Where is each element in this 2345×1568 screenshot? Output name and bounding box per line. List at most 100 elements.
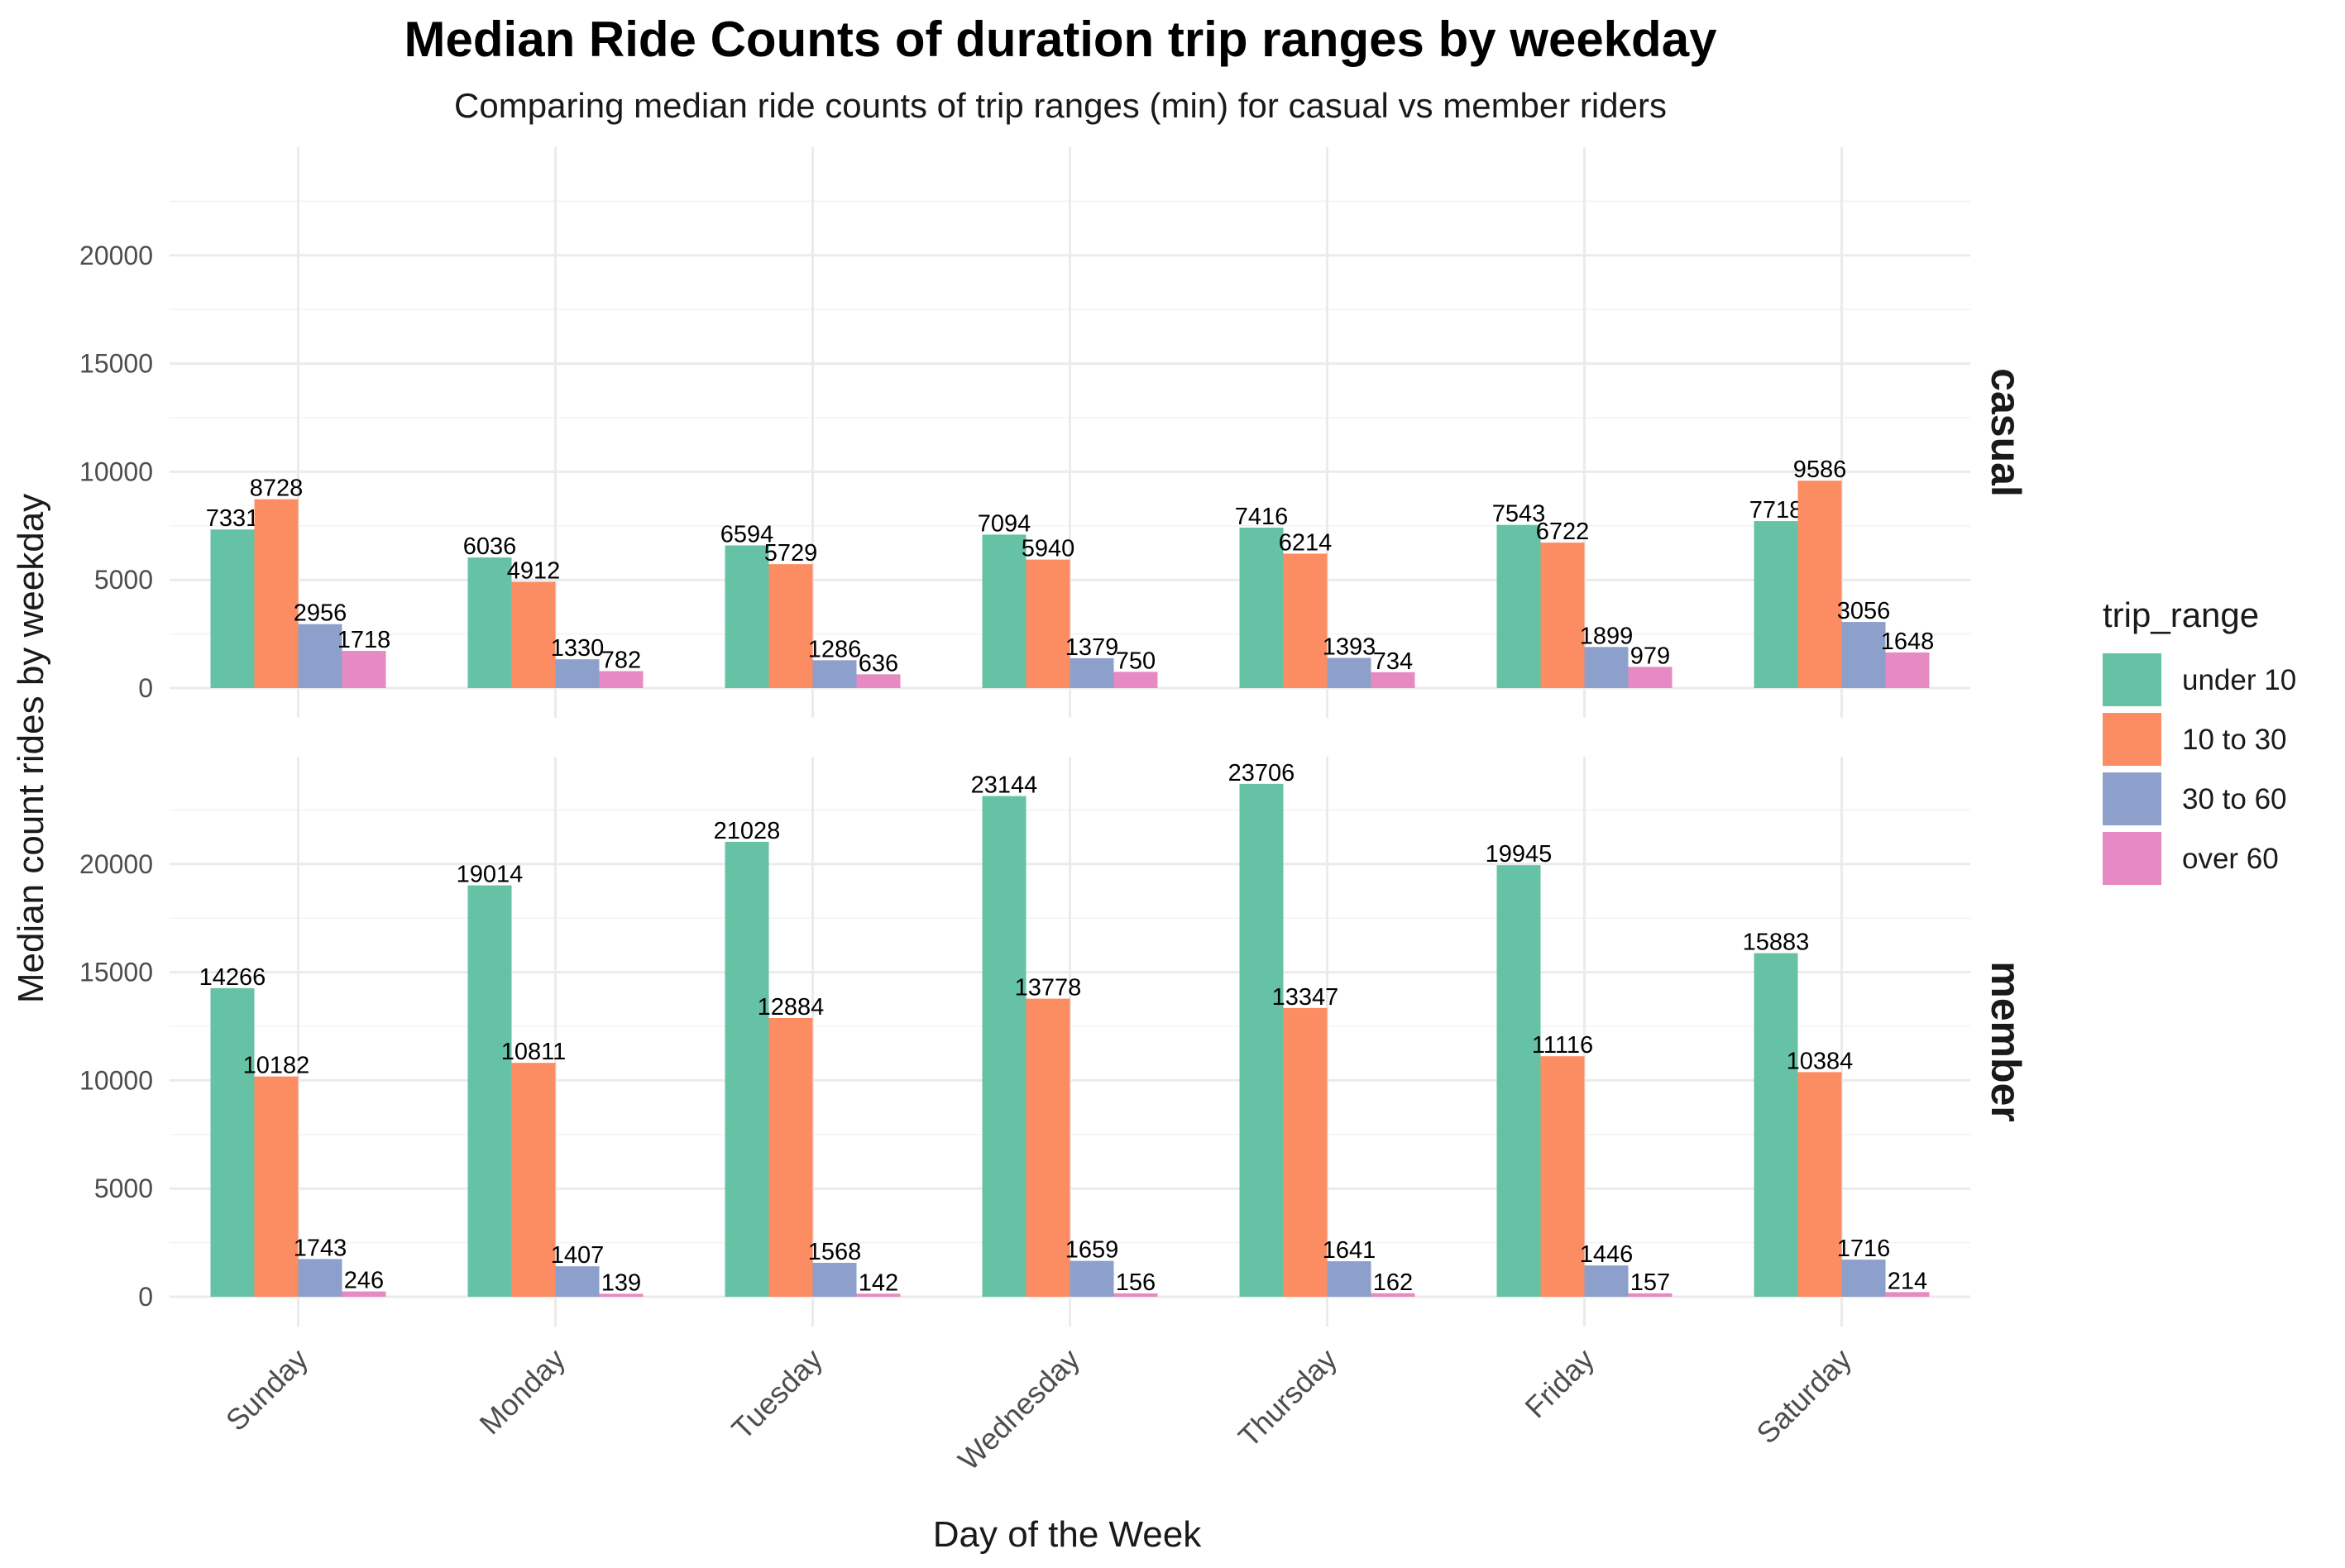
x-tick-label: Saturday bbox=[1749, 1342, 1858, 1451]
bar-value-label: 7331 bbox=[206, 505, 260, 532]
bar-casual-under-10-friday bbox=[1496, 524, 1541, 688]
bar-member-over-60-tuesday bbox=[856, 1293, 901, 1297]
bar-casual-30-to-60-friday bbox=[1584, 647, 1629, 688]
bar-casual-under-10-tuesday bbox=[725, 545, 769, 688]
bar-member-10-to-30-friday bbox=[1540, 1056, 1585, 1297]
bar-value-label: 6036 bbox=[463, 533, 517, 560]
bar-value-label: 2956 bbox=[294, 600, 347, 627]
bar-value-label: 1899 bbox=[1580, 623, 1634, 649]
x-tick-label: Sunday bbox=[219, 1342, 314, 1437]
bar-value-label: 1659 bbox=[1065, 1237, 1119, 1264]
bar-member-10-to-30-tuesday bbox=[768, 1017, 813, 1297]
bar-member-over-60-sunday bbox=[342, 1291, 386, 1297]
y-tick-label: 0 bbox=[138, 1282, 153, 1312]
bar-value-label: 1718 bbox=[337, 627, 391, 653]
bar-member-30-to-60-friday bbox=[1584, 1265, 1629, 1297]
bar-casual-under-10-monday bbox=[467, 557, 512, 688]
bar-value-label: 6722 bbox=[1536, 519, 1590, 545]
x-tick-label: Monday bbox=[473, 1342, 572, 1441]
facet-panels: 0 5000 10000 15000 20000 7331 6036 6594 7094 7416… bbox=[79, 147, 2029, 1477]
bar-value-label: 5940 bbox=[1022, 536, 1075, 562]
legend-title: trip_range bbox=[2103, 595, 2259, 634]
bar-value-label: 1330 bbox=[551, 635, 605, 662]
bar-value-label: 6214 bbox=[1279, 529, 1333, 556]
bar-value-label: 142 bbox=[859, 1269, 898, 1296]
bar-value-label: 12884 bbox=[758, 994, 825, 1021]
bar-casual-over-60-wednesday bbox=[1113, 672, 1158, 688]
bar-value-label: 979 bbox=[1630, 643, 1670, 669]
y-tick-label: 20000 bbox=[79, 241, 153, 270]
bar-casual-over-60-monday bbox=[599, 671, 644, 688]
bar-value-label: 21028 bbox=[714, 818, 781, 844]
bar-casual-over-60-friday bbox=[1628, 667, 1673, 688]
bar-value-label: 10384 bbox=[1787, 1048, 1854, 1074]
bar-value-label: 7094 bbox=[978, 510, 1031, 537]
bar-casual-30-to-60-thursday bbox=[1327, 657, 1371, 688]
chart-title: Median Ride Counts of duration trip rang… bbox=[404, 12, 1718, 67]
x-tick-label: Thursday bbox=[1232, 1342, 1343, 1454]
bar-casual-30-to-60-sunday bbox=[298, 624, 342, 688]
bar-value-label: 1393 bbox=[1323, 634, 1376, 661]
bar-value-label: 1446 bbox=[1580, 1241, 1634, 1268]
bar-value-label: 11116 bbox=[1532, 1032, 1593, 1059]
y-tick-label: 15000 bbox=[79, 349, 153, 379]
facet-label-member: member bbox=[1983, 961, 2029, 1122]
x-axis-title: Day of the Week bbox=[933, 1514, 1202, 1555]
bar-member-10-to-30-saturday bbox=[1797, 1072, 1842, 1297]
bar-casual-10-to-30-monday bbox=[511, 581, 556, 688]
legend-swatch-over-60 bbox=[2103, 832, 2161, 885]
legend: trip_range under 10 10 to 30 30 to 60 over … bbox=[2103, 595, 2296, 885]
bar-member-under-10-saturday bbox=[1754, 953, 1798, 1297]
legend-swatch-10-to-30 bbox=[2103, 713, 2161, 766]
bar-value-label: 8728 bbox=[250, 476, 304, 502]
bar-member-30-to-60-sunday bbox=[298, 1259, 342, 1297]
bar-value-label: 1407 bbox=[551, 1242, 605, 1269]
bar-member-10-to-30-sunday bbox=[254, 1076, 299, 1297]
bar-value-label: 19014 bbox=[457, 862, 524, 888]
y-tick-label: 15000 bbox=[79, 958, 153, 987]
legend-swatch-under-10 bbox=[2103, 653, 2161, 706]
bar-member-under-10-wednesday bbox=[982, 796, 1027, 1297]
bar-casual-under-10-saturday bbox=[1754, 521, 1798, 688]
bar-member-10-to-30-monday bbox=[511, 1063, 556, 1297]
y-tick-label: 0 bbox=[138, 673, 153, 703]
bar-value-label: 19945 bbox=[1486, 841, 1553, 868]
bar-member-over-60-monday bbox=[599, 1293, 644, 1297]
legend-label: over 60 bbox=[2182, 843, 2279, 875]
bar-casual-over-60-tuesday bbox=[856, 674, 901, 688]
bar-member-30-to-60-tuesday bbox=[812, 1262, 857, 1297]
bar-member-30-to-60-monday bbox=[555, 1266, 600, 1297]
bar-member-over-60-thursday bbox=[1371, 1293, 1415, 1297]
bar-value-label: 5729 bbox=[764, 540, 818, 566]
facet-label-casual: casual bbox=[1983, 368, 2029, 497]
x-axis-ticks: Sunday Monday Tuesday Wednesday Thursday Frid… bbox=[219, 1342, 1858, 1477]
bar-value-label: 14266 bbox=[199, 964, 266, 991]
bar-casual-under-10-sunday bbox=[210, 529, 255, 688]
facet-panel-member: 0 5000 10000 15000 20000 14266 19014 21028 23144… bbox=[79, 757, 2029, 1327]
y-tick-label: 5000 bbox=[94, 1174, 153, 1203]
bar-value-label: 1648 bbox=[1881, 629, 1935, 655]
bar-value-label: 7718 bbox=[1749, 497, 1803, 523]
bar-casual-under-10-wednesday bbox=[982, 534, 1027, 688]
bar-casual-10-to-30-sunday bbox=[254, 499, 299, 688]
bar-member-30-to-60-wednesday bbox=[1070, 1260, 1114, 1297]
bar-casual-over-60-sunday bbox=[342, 651, 386, 688]
bar-member-over-60-wednesday bbox=[1113, 1293, 1158, 1297]
bar-value-label: 3056 bbox=[1837, 598, 1891, 624]
bar-member-30-to-60-thursday bbox=[1327, 1261, 1371, 1297]
bar-member-under-10-tuesday bbox=[725, 841, 769, 1297]
bar-value-label: 7416 bbox=[1235, 504, 1289, 530]
bar-value-label: 15883 bbox=[1743, 930, 1810, 956]
bar-value-label: 1716 bbox=[1837, 1236, 1891, 1262]
bar-value-label: 1568 bbox=[808, 1239, 862, 1265]
bar-casual-10-to-30-wednesday bbox=[1026, 559, 1070, 688]
bar-casual-30-to-60-wednesday bbox=[1070, 657, 1114, 688]
x-tick-label: Tuesday bbox=[725, 1342, 829, 1446]
bar-member-under-10-sunday bbox=[210, 987, 255, 1297]
chart-subtitle: Comparing median ride counts of trip ran… bbox=[454, 86, 1667, 125]
bar-value-label: 23144 bbox=[971, 772, 1038, 799]
bar-value-label: 9586 bbox=[1793, 457, 1847, 483]
x-tick-label: Wednesday bbox=[951, 1342, 1086, 1477]
bar-value-label: 157 bbox=[1630, 1269, 1670, 1296]
